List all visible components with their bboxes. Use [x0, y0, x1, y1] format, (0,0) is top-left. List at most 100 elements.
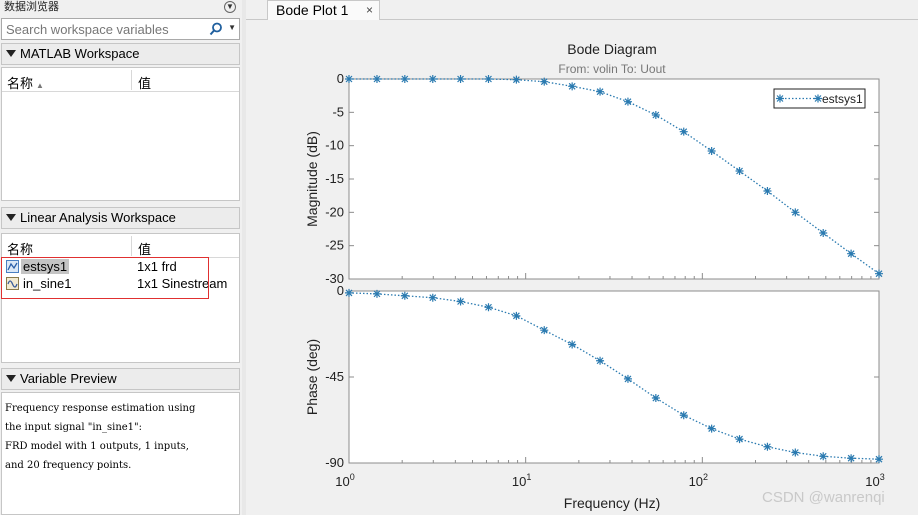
- phase-y-tick-label: 0: [337, 283, 344, 298]
- magnitude-data-point: [651, 111, 660, 119]
- magnitude-data-point: [568, 82, 577, 91]
- preview-line: and 20 frequency points.: [5, 460, 132, 471]
- column-header-name[interactable]: 名称 ▲: [7, 76, 44, 91]
- table-row[interactable]: estsys1 1x1 frd: [2, 258, 239, 275]
- magnitude-data-point: [763, 187, 772, 195]
- phase-data-point: [875, 455, 883, 464]
- magnitude-data-point: [596, 87, 605, 96]
- panel-splitter[interactable]: [242, 0, 246, 515]
- x-tick-label: 101: [512, 472, 531, 489]
- collapse-triangle-icon[interactable]: [6, 375, 16, 382]
- preview-line: the input signal "in_sine1":: [5, 422, 143, 433]
- phase-data-point: [568, 340, 577, 349]
- legend-marker: [814, 94, 822, 103]
- bode-plot[interactable]: Bode Diagram From: volin To: Uout Magnit…: [246, 21, 918, 515]
- phase-data-point: [819, 452, 828, 461]
- input-signal-icon: [6, 277, 19, 290]
- column-header-value[interactable]: 值: [138, 242, 152, 257]
- matlab-workspace-table: 名称 ▲ 值: [1, 67, 240, 201]
- plot-area-panel: Bode Plot 1 × Bode Diagram From: volin T…: [246, 0, 918, 515]
- preview-line: Frequency response estimation using: [5, 403, 196, 414]
- phase-data-point: [847, 454, 856, 463]
- magnitude-data-point: [512, 75, 521, 84]
- column-header-name[interactable]: 名称: [7, 242, 34, 257]
- magnitude-data-point: [707, 147, 716, 155]
- legend-marker: [776, 94, 784, 103]
- magnitude-y-tick-label: -15: [325, 171, 344, 186]
- magnitude-y-tick-label: -25: [325, 238, 344, 253]
- x-tick-label: 100: [335, 472, 354, 489]
- phase-data-point: [707, 424, 716, 433]
- preview-line: FRD model with 1 outputs, 1 inputs,: [5, 441, 189, 452]
- collapse-triangle-icon[interactable]: [6, 50, 16, 57]
- magnitude-data-point: [791, 208, 800, 217]
- phase-data-point: [512, 311, 521, 320]
- chart-subtitle: From: volin To: Uout: [558, 62, 666, 76]
- magnitude-axis-label: Magnitude (dB): [304, 131, 320, 227]
- data-browser-panel: 数据浏览器 ▼ ▼ MATLAB Workspace 名称▲ 值 Linear …: [0, 0, 242, 515]
- magnitude-data-point: [428, 75, 437, 83]
- phase-data-point: [456, 297, 465, 306]
- search-input[interactable]: [2, 19, 202, 39]
- magnitude-data-point: [875, 269, 883, 278]
- magnitude-data-point: [819, 229, 828, 237]
- magnitude-data-point: [735, 167, 744, 175]
- panel-title: 数据浏览器: [4, 1, 59, 13]
- column-divider[interactable]: [131, 236, 132, 256]
- sort-ascending-icon: ▲: [36, 81, 44, 90]
- variable-name[interactable]: estsys1: [21, 259, 70, 274]
- phase-axis-label: Phase (deg): [304, 339, 320, 415]
- search-options-chevron-icon[interactable]: ▼: [228, 23, 236, 32]
- magnitude-data-point: [679, 127, 688, 136]
- tab-label: Bode Plot 1: [276, 2, 349, 18]
- magnitude-data-point: [847, 249, 856, 258]
- x-axis-label: Frequency (Hz): [564, 495, 660, 511]
- variable-name[interactable]: in_sine1: [23, 276, 72, 291]
- x-tick-label: 102: [689, 472, 708, 489]
- phase-axes[interactable]: [348, 290, 880, 464]
- magnitude-data-point: [400, 75, 409, 83]
- close-icon[interactable]: ×: [365, 3, 373, 17]
- magnitude-series-line: [349, 78, 880, 275]
- collapse-triangle-icon[interactable]: [6, 214, 16, 221]
- table-header: 名称 ▲ 值: [2, 68, 239, 92]
- frd-model-icon: [6, 260, 19, 273]
- magnitude-data-point: [623, 97, 632, 106]
- phase-data-point: [540, 326, 549, 335]
- column-divider[interactable]: [131, 70, 132, 90]
- phase-data-point: [372, 289, 381, 298]
- magnitude-y-tick-label: -5: [332, 104, 344, 119]
- tab-bode-plot-1[interactable]: Bode Plot 1 ×: [267, 0, 380, 20]
- phase-y-tick-label: -45: [325, 369, 344, 384]
- legend-label: estsys1: [822, 92, 863, 106]
- document-tab-bar: Bode Plot 1 ×: [246, 0, 918, 20]
- magnitude-data-point: [372, 75, 381, 83]
- variable-preview-text: Frequency response estimation using the …: [1, 392, 240, 515]
- search-box[interactable]: ▼: [1, 18, 240, 40]
- watermark: CSDN @wanrenqi: [762, 489, 885, 506]
- magnitude-axes[interactable]: [348, 78, 880, 280]
- panel-menu-icon[interactable]: ▼: [224, 1, 236, 13]
- phase-data-point: [735, 435, 744, 444]
- magnitude-y-tick-label: -20: [325, 204, 344, 219]
- chart-title: Bode Diagram: [567, 41, 657, 57]
- phase-data-point: [400, 291, 409, 300]
- matlab-workspace-label: MATLAB Workspace: [20, 46, 140, 61]
- phase-data-point: [484, 303, 493, 312]
- phase-data-point: [791, 448, 800, 457]
- search-icon[interactable]: [209, 22, 223, 36]
- matlab-workspace-header[interactable]: MATLAB Workspace: [1, 43, 240, 65]
- variable-preview-header[interactable]: Variable Preview: [1, 368, 240, 390]
- magnitude-data-point: [456, 75, 465, 83]
- variable-preview-label: Variable Preview: [20, 371, 117, 386]
- linear-analysis-workspace-table: 名称 值 estsys1 1x1 frd in_sine1 1x1 Sinest…: [1, 233, 240, 363]
- magnitude-data-point: [484, 75, 493, 83]
- x-tick-label: 103: [865, 472, 884, 489]
- panel-title-bar: 数据浏览器 ▼: [0, 0, 242, 16]
- magnitude-data-point: [540, 77, 549, 86]
- phase-data-point: [623, 374, 632, 383]
- magnitude-y-tick-label: 0: [337, 71, 344, 86]
- linear-analysis-workspace-header[interactable]: Linear Analysis Workspace: [1, 207, 240, 229]
- table-row[interactable]: in_sine1 1x1 Sinestream: [2, 275, 239, 292]
- column-header-value[interactable]: 值: [138, 76, 152, 91]
